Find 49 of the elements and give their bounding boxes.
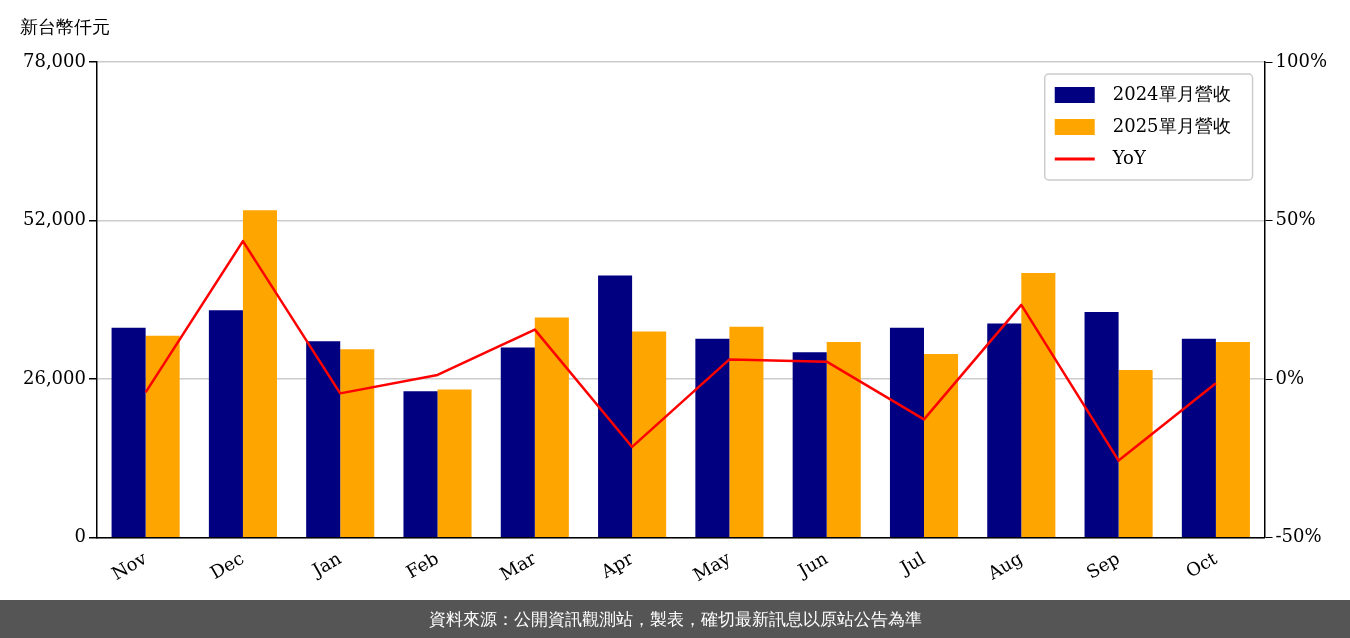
bar <box>1181 338 1216 537</box>
x-tick-label: Aug <box>983 547 1026 585</box>
y-tick-label: 26,000 <box>23 366 86 388</box>
bar <box>1084 312 1119 537</box>
x-tick-label: Dec <box>206 547 248 584</box>
bar <box>1118 369 1153 537</box>
bar <box>792 352 827 537</box>
y2-tick-label: -50% <box>1275 525 1322 547</box>
x-tick-label: Feb <box>402 547 442 583</box>
x-tick-label: Nov <box>107 546 151 584</box>
x-tick-label: May <box>689 546 735 586</box>
y2-tick-label: 0% <box>1275 366 1305 388</box>
x-tick-label: Oct <box>1181 546 1221 582</box>
bar <box>403 391 438 537</box>
bar <box>1021 272 1056 537</box>
bar <box>340 349 375 537</box>
legend-label: 2025單月營收 <box>1112 114 1231 136</box>
bar <box>242 210 277 537</box>
x-tick-label: Jun <box>792 547 832 582</box>
x-tick-label: Mar <box>495 547 540 585</box>
x-tick-label: Apr <box>596 547 637 583</box>
x-tick-label: Jul <box>894 547 929 579</box>
bar <box>729 326 764 537</box>
bar <box>826 341 861 537</box>
y2-tick-label: 50% <box>1275 208 1316 230</box>
x-tick-label: Jan <box>306 547 345 582</box>
bar <box>889 327 924 537</box>
y-tick-label: 78,000 <box>23 49 86 71</box>
bar <box>1215 341 1250 537</box>
bar <box>306 341 341 537</box>
x-tick-label: Sep <box>1082 547 1123 583</box>
y-axis-title: 新台幣仟元 <box>20 15 110 37</box>
bar <box>632 331 667 537</box>
bar <box>208 310 243 537</box>
bar <box>437 389 472 537</box>
legend-label: 2024單月營收 <box>1112 82 1231 104</box>
bar <box>924 354 959 537</box>
source-note: 資料來源：公開資訊觀測站，製表，確切最新訊息以原站公告為準 <box>0 600 1350 638</box>
y-tick-label: 52,000 <box>23 208 86 230</box>
bar <box>987 323 1022 537</box>
y2-tick-label: 100% <box>1275 49 1328 71</box>
bar <box>145 335 180 537</box>
bar <box>500 347 535 537</box>
bar <box>111 327 146 537</box>
bar <box>534 317 569 537</box>
y-tick-label: 0 <box>74 525 86 547</box>
bar <box>598 275 633 537</box>
bar <box>695 338 730 537</box>
legend-label: YoY <box>1111 146 1147 168</box>
